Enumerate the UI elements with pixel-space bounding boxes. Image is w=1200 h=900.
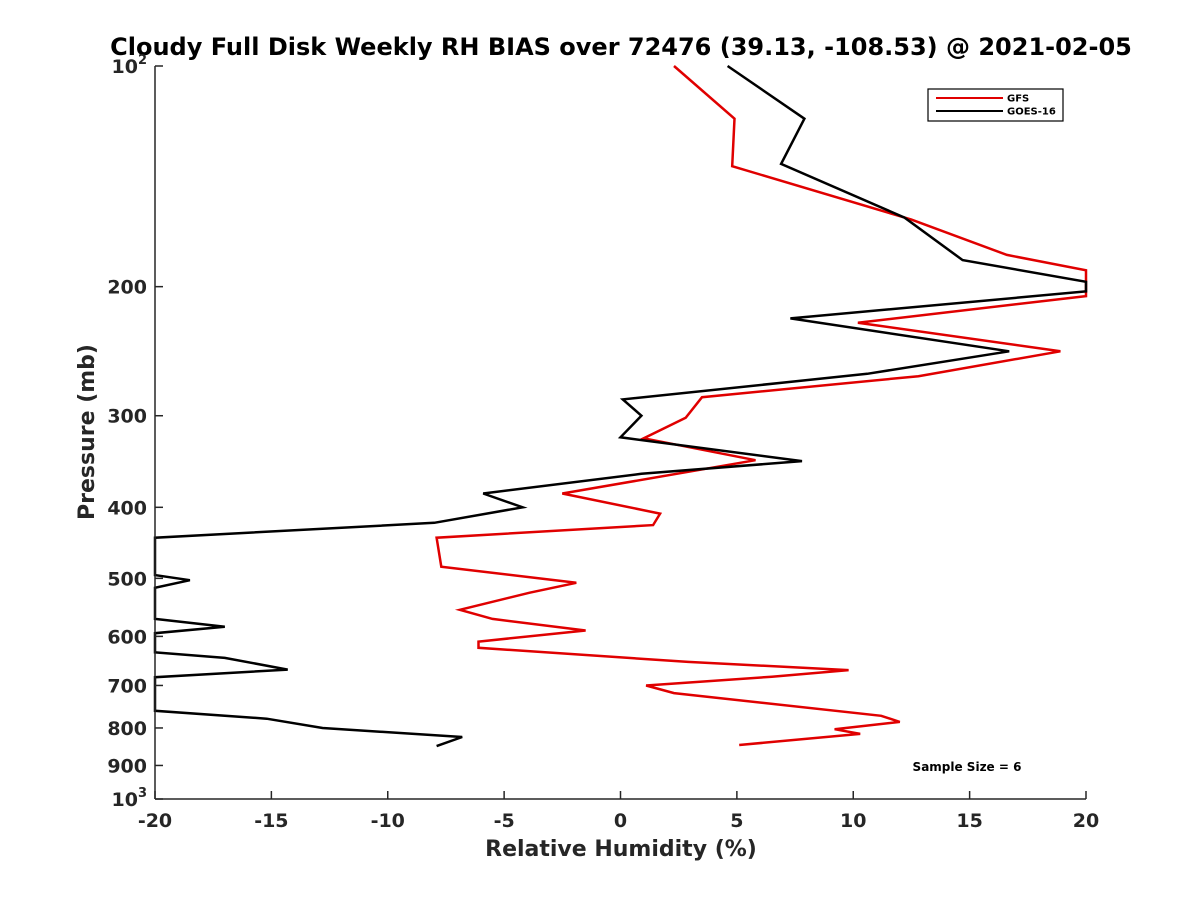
x-tick-label: 10 (840, 810, 866, 832)
x-tick-label: 0 (614, 810, 627, 832)
y-tick-label: 300 (107, 406, 147, 428)
x-tick-label: 20 (1073, 810, 1099, 832)
y-tick-label: 400 (107, 497, 147, 519)
legend: GFS GOES-16 (927, 88, 1064, 122)
x-tick-label: -5 (494, 810, 515, 832)
x-tick-label: 5 (730, 810, 743, 832)
y-tick-label: 800 (107, 718, 147, 740)
x-ticks: -20 -15 -10 -5 0 5 10 15 20 (138, 791, 1099, 832)
y-tick-label: 500 (107, 568, 147, 590)
legend-entry-gfs: GFS (1007, 94, 1029, 105)
x-tick-label: 15 (956, 810, 982, 832)
series-layer (153, 64, 1088, 748)
plot-area (155, 66, 1086, 799)
y-tick-label: 900 (107, 755, 147, 777)
legend-entry-goes16: GOES-16 (1007, 107, 1056, 118)
x-tick-label: -15 (254, 810, 288, 832)
y-tick-label: 700 (107, 675, 147, 697)
legend-box (927, 88, 1064, 122)
series-line-goes16 (153, 64, 1088, 748)
x-axis-label: Relative Humidity (%) (485, 837, 757, 862)
y-tick-label: 200 (107, 277, 147, 299)
chart-title: Cloudy Full Disk Weekly RH BIAS over 724… (110, 33, 1132, 61)
y-tick-label: 600 (107, 626, 147, 648)
y-tick-label: 102 (112, 53, 148, 78)
x-tick-label: -10 (371, 810, 405, 832)
x-tick-label: -20 (138, 810, 172, 832)
y-ticks: 102 200 300 400 500 600 700 800 900 103 (107, 53, 163, 811)
y-axis-label: Pressure (mb) (75, 344, 100, 520)
sample-size-annotation: Sample Size = 6 (913, 760, 1022, 774)
y-tick-label: 103 (112, 786, 148, 811)
